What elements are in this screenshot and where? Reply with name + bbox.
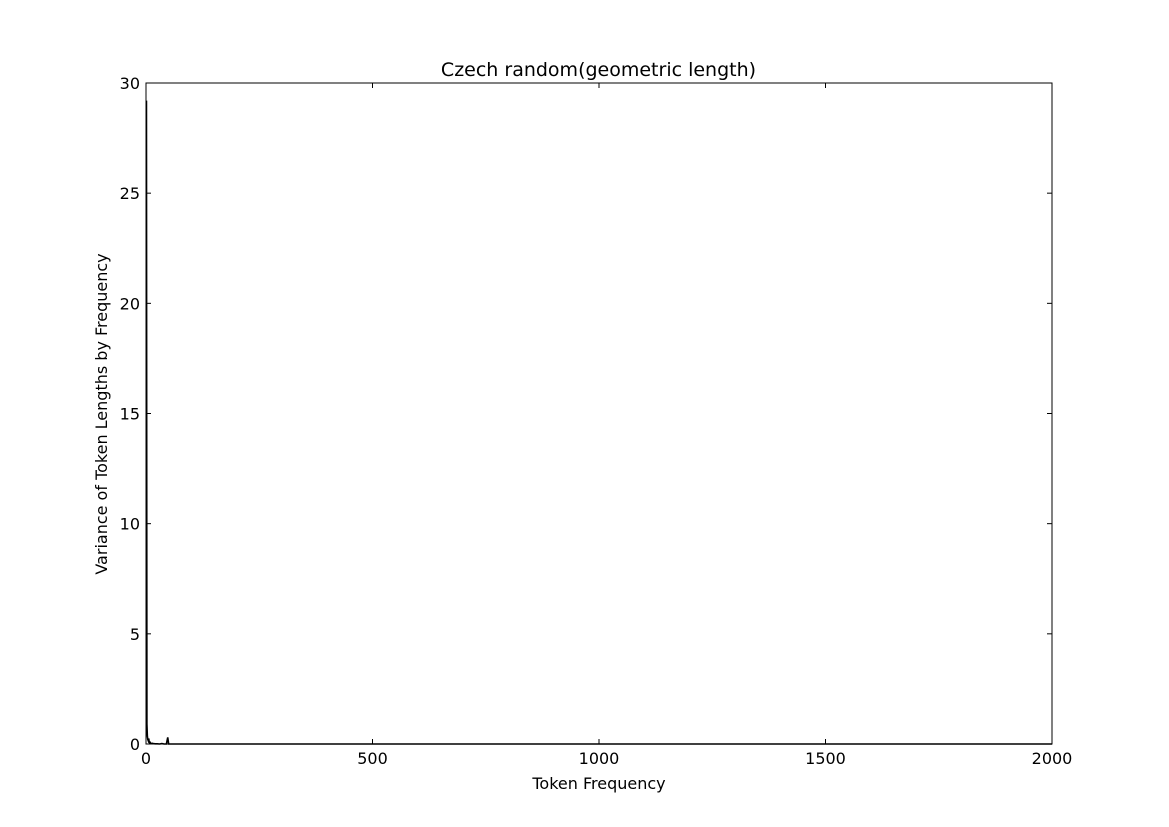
x-tick-label: 500 — [357, 749, 388, 768]
x-tick-label: 1500 — [805, 749, 846, 768]
y-axis-label: Variance of Token Lengths by Frequency — [92, 253, 111, 574]
x-tick-label: 2000 — [1032, 749, 1073, 768]
x-tick-label: 1000 — [579, 749, 620, 768]
y-tick-label: 15 — [120, 405, 140, 424]
y-tick-label: 5 — [130, 625, 140, 644]
ticks-layer: 0 500 1000 1500 2000 0 5 10 15 20 25 30 — [120, 74, 1073, 768]
plot-frame — [145, 82, 1053, 745]
y-tick-label: 20 — [120, 294, 140, 313]
x-axis-label: Token Frequency — [531, 774, 665, 793]
x-tick-label: 0 — [141, 749, 151, 768]
chart-title: Czech random(geometric length) — [441, 59, 756, 81]
y-tick-label: 10 — [120, 515, 140, 534]
y-tick-label: 25 — [120, 184, 140, 203]
y-tick-label: 30 — [120, 74, 140, 93]
y-tick-label: 0 — [130, 735, 140, 754]
